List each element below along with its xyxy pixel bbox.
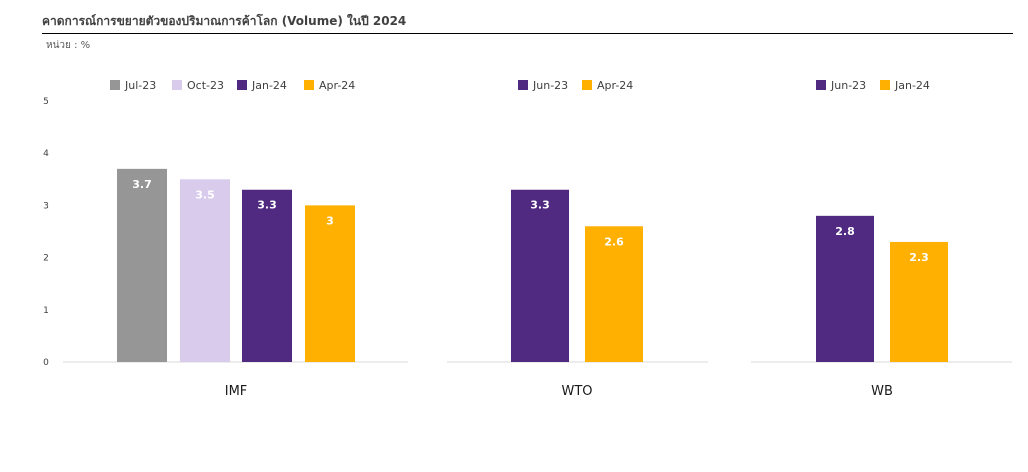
- legend-label: Jan-24: [251, 79, 287, 92]
- legend-label: Jul-23: [124, 79, 156, 92]
- category-label: WB: [871, 384, 893, 399]
- legend-swatch: [110, 80, 120, 90]
- data-label: 3.5: [195, 188, 215, 201]
- y-tick-label: 1: [43, 306, 49, 316]
- data-label: 2.3: [909, 251, 929, 264]
- legend-swatch: [880, 80, 890, 90]
- y-tick-label: 4: [43, 149, 49, 159]
- title-divider: [42, 33, 1013, 34]
- category-label: IMF: [225, 384, 248, 399]
- y-tick-label: 2: [43, 254, 49, 264]
- data-label: 3.7: [132, 178, 152, 191]
- legend-label: Jun-23: [830, 79, 866, 92]
- bar: [890, 241, 948, 362]
- legend-label: Jun-23: [532, 79, 568, 92]
- bar: [117, 168, 167, 362]
- legend-swatch: [582, 80, 592, 90]
- legend-swatch: [304, 80, 314, 90]
- y-tick-label: 3: [43, 201, 49, 211]
- bar: [816, 215, 874, 362]
- legend-label: Oct-23: [187, 79, 224, 92]
- data-label: 3: [326, 214, 334, 227]
- legend-swatch: [237, 80, 247, 90]
- bar: [305, 205, 355, 362]
- bar: [511, 189, 569, 362]
- y-tick-label: 0: [43, 358, 49, 368]
- bar: [180, 179, 230, 362]
- category-label: WTO: [561, 384, 592, 399]
- legend-label: Apr-24: [597, 79, 633, 92]
- legend-label: Apr-24: [319, 79, 355, 92]
- unit-label: หน่วย : %: [46, 40, 91, 51]
- chart-title: คาดการณ์การขยายตัวของปริมาณการค้าโลก (Vo…: [42, 14, 407, 28]
- legend-swatch: [518, 80, 528, 90]
- bar: [242, 189, 292, 362]
- data-label: 3.3: [530, 199, 550, 212]
- bar: [585, 226, 643, 362]
- data-label: 2.6: [604, 235, 624, 248]
- data-label: 3.3: [257, 199, 277, 212]
- y-tick-label: 5: [43, 97, 49, 107]
- legend-swatch: [172, 80, 182, 90]
- legend-swatch: [816, 80, 826, 90]
- data-label: 2.8: [835, 225, 855, 238]
- legend-label: Jan-24: [894, 79, 930, 92]
